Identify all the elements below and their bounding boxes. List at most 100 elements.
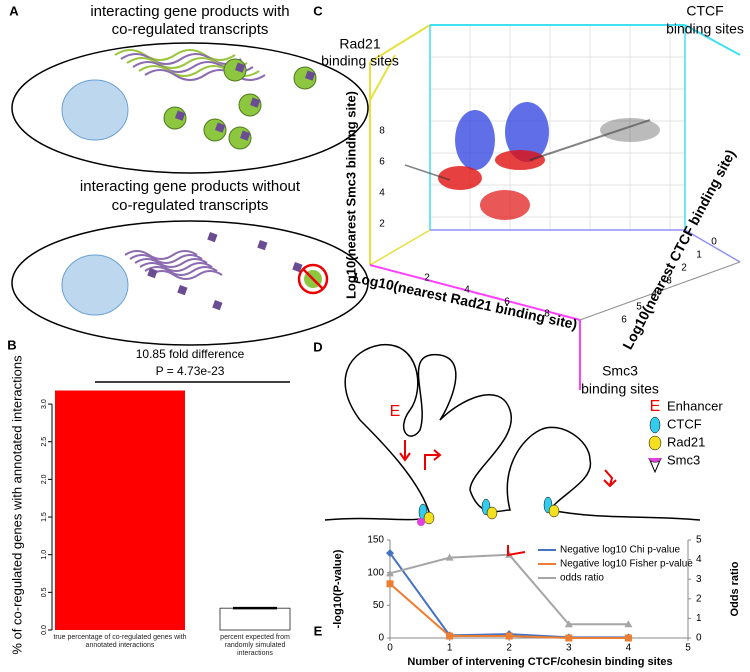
x-tick-label: 0 [387, 643, 393, 654]
cube-edge [369, 229, 431, 266]
tick-label: 4 [651, 289, 657, 300]
no-interaction [297, 263, 329, 295]
axis-title: Log10(nearest CTCF binding site) [619, 147, 738, 352]
marker [446, 632, 454, 640]
annotation: P = 4.73e-23 [156, 364, 225, 378]
tick-label: 3 [666, 276, 672, 287]
y-tick-label: 2.0 [41, 474, 48, 484]
y-tick-label: 50 [373, 600, 385, 611]
panel-text: co-regulated transcripts [112, 197, 269, 214]
tick-label: 6 [621, 315, 627, 326]
arrow [603, 469, 617, 488]
marker [624, 620, 633, 628]
transcript [114, 49, 236, 61]
cube-edge [369, 24, 431, 63]
category-label: true percentage of co-regulated genes wi… [53, 634, 187, 649]
y2-tick-label: 5 [696, 535, 702, 546]
x-tick-label: 4 [626, 643, 632, 654]
protein-partner [147, 268, 158, 279]
protein-partner [240, 130, 251, 141]
rad21 [423, 511, 435, 525]
nucleus [61, 254, 129, 316]
transcript [124, 250, 198, 260]
protein-partner [250, 97, 261, 108]
x-tick-label: 5 [685, 643, 691, 654]
protein-partner [215, 122, 226, 133]
tick-label: 2 [424, 273, 430, 284]
protein-partner [177, 285, 188, 296]
y2-axis-label: Odds ratio [729, 561, 741, 616]
series-line [389, 583, 629, 639]
axis-callout: Smc3 [602, 363, 638, 379]
protein-partner [207, 232, 218, 243]
chromatin [324, 344, 701, 521]
blob [455, 110, 495, 170]
marker [624, 634, 632, 642]
legend-label: odds ratio [560, 573, 604, 584]
y-tick-label: 3.0 [41, 399, 48, 409]
tick-label: 8 [544, 309, 550, 320]
transcript [144, 266, 218, 276]
legend-label: Negative log10 Fisher p-value [560, 559, 693, 570]
axis-callout: binding sites [321, 53, 399, 69]
blob [505, 102, 549, 162]
x-axis-label: Number of intervening CTCF/cohesin bindi… [407, 656, 672, 668]
panel-label: D [313, 339, 322, 354]
legend-label: Smc3 [667, 452, 700, 467]
transcript [144, 69, 266, 81]
no-interaction [302, 268, 324, 290]
cube-edge [684, 24, 741, 56]
y-axis-label: -log10(P-value) [332, 549, 344, 628]
y-tick-label: 2.5 [41, 437, 48, 447]
marker [505, 632, 513, 640]
rad21 [548, 504, 560, 518]
blob [600, 118, 660, 142]
axis-title: Log10(nearest Rad21 binding site) [352, 269, 579, 332]
panel-text: interacting gene products without [80, 178, 301, 195]
axis-callout: Rad21 [339, 36, 380, 52]
tick-label: 1 [696, 250, 702, 261]
arrow [507, 545, 526, 557]
bar [219, 607, 291, 631]
y-tick-label: 0 [378, 633, 384, 644]
protein-partner [257, 240, 268, 251]
panel-label: C [313, 3, 323, 18]
x-tick-label: 2 [506, 643, 512, 654]
protein-partner [305, 70, 316, 81]
panel-label: B [7, 337, 16, 352]
y-tick-label: 1.0 [41, 550, 48, 560]
y-tick-label: 0.0 [41, 625, 48, 635]
enhancer-mark: E [390, 403, 401, 420]
panel-label: A [9, 3, 19, 18]
y2-tick-label: 1 [696, 613, 702, 624]
tick-label: 2 [681, 263, 687, 274]
transcript [134, 258, 208, 268]
arrow [399, 440, 411, 462]
x-tick-label: 1 [447, 643, 453, 654]
y-tick-label: 150 [367, 535, 384, 546]
tick-label: 8 [379, 126, 385, 137]
y2-tick-label: 3 [696, 574, 702, 585]
tick-label: 4 [464, 285, 470, 296]
marker [565, 634, 573, 642]
cube-edge [369, 54, 396, 101]
transcript [120, 53, 242, 65]
y2-tick-label: 4 [696, 554, 702, 565]
tick-label: 5 [636, 302, 642, 313]
marker [564, 620, 573, 628]
nucleus [61, 79, 129, 141]
blob [495, 150, 545, 170]
tick-label: 6 [379, 157, 385, 168]
legend-rad21 [648, 435, 662, 451]
blob [480, 190, 530, 220]
blob [438, 166, 482, 190]
streak [404, 164, 451, 181]
y2-tick-label: 2 [696, 593, 702, 604]
protein-partner [292, 262, 303, 273]
panel-label: E [314, 623, 323, 638]
legend-label: Negative log10 Chi p-value [560, 545, 681, 556]
legend-label: Rad21 [667, 434, 705, 449]
cell [11, 42, 369, 174]
